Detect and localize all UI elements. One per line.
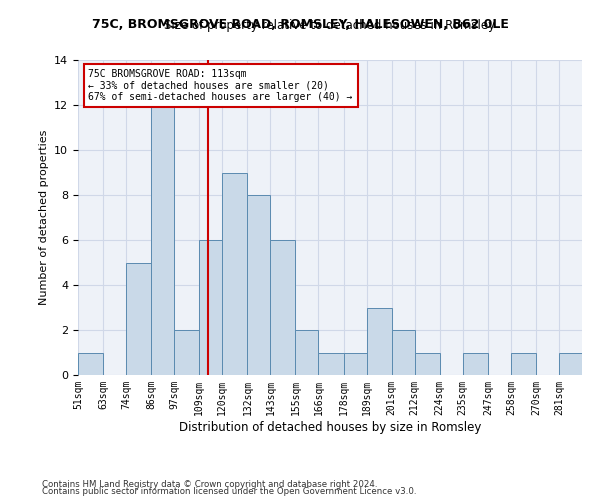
Bar [295,330,319,375]
Bar [247,195,271,375]
Text: Contains public sector information licensed under the Open Government Licence v3: Contains public sector information licen… [42,487,416,496]
Text: Contains HM Land Registry data © Crown copyright and database right 2024.: Contains HM Land Registry data © Crown c… [42,480,377,489]
Text: 75C BROMSGROVE ROAD: 113sqm
← 33% of detached houses are smaller (20)
67% of sem: 75C BROMSGROVE ROAD: 113sqm ← 33% of det… [88,69,353,102]
Bar [222,172,247,375]
Bar [174,330,199,375]
Bar [78,352,103,375]
Bar [344,352,367,375]
Bar [392,330,415,375]
X-axis label: Distribution of detached houses by size in Romsley: Distribution of detached houses by size … [179,420,481,434]
Title: Size of property relative to detached houses in Romsley: Size of property relative to detached ho… [164,20,496,32]
Bar [319,352,344,375]
Bar [559,352,582,375]
Bar [271,240,295,375]
Bar [126,262,151,375]
Bar [367,308,392,375]
Bar [151,105,174,375]
Bar [415,352,440,375]
Bar [463,352,488,375]
Bar [511,352,536,375]
Text: 75C, BROMSGROVE ROAD, ROMSLEY, HALESOWEN, B62 0LE: 75C, BROMSGROVE ROAD, ROMSLEY, HALESOWEN… [92,18,508,30]
Bar [199,240,222,375]
Y-axis label: Number of detached properties: Number of detached properties [38,130,49,305]
